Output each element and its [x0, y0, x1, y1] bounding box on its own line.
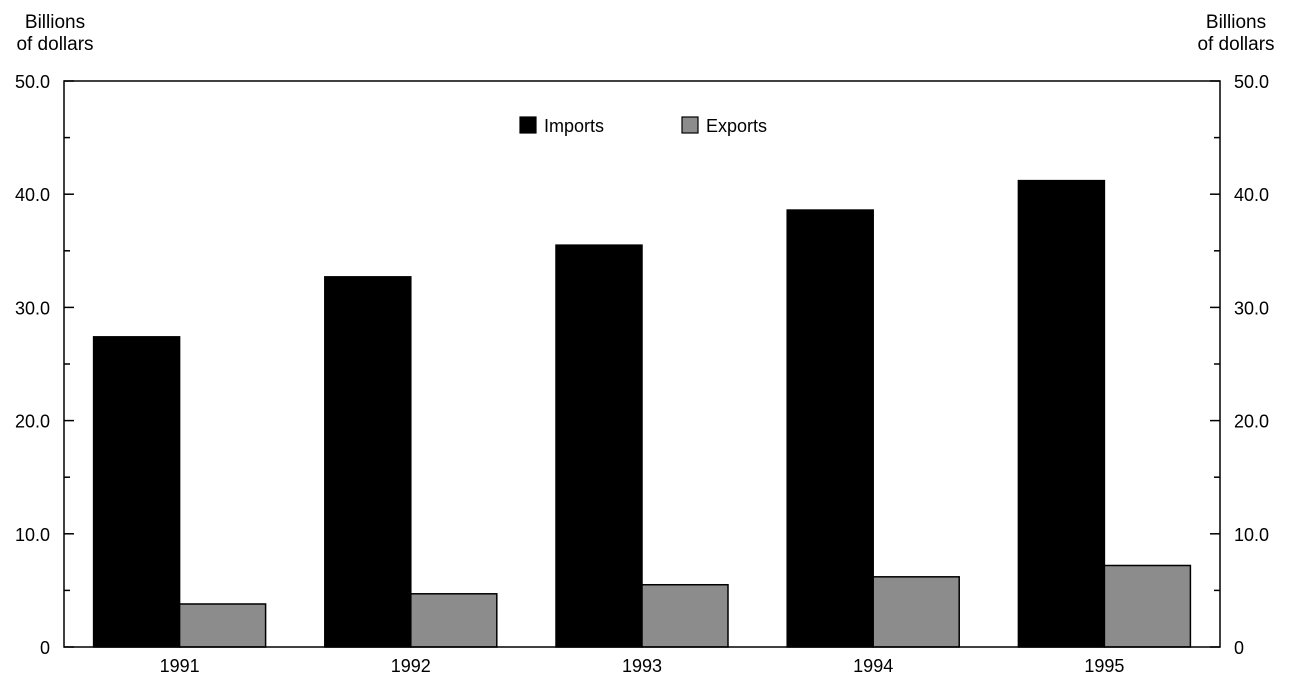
bars-group: 1991 1992 1993 1994 1995: [92, 179, 1192, 676]
bar-exports-1992: [410, 593, 498, 648]
x-tick-label-1992: 1992: [391, 656, 431, 676]
y-axis-label-left: Billions of dollars: [0, 12, 110, 56]
y-tick-label-left-20: 20.0: [15, 412, 50, 432]
y-tick-label-right-0: 0: [1234, 638, 1244, 658]
x-tick-label-1993: 1993: [622, 656, 662, 676]
bar-imports-1991: [92, 336, 181, 648]
legend: Imports Exports: [519, 116, 767, 136]
y-tick-label-right-20: 20.0: [1234, 412, 1269, 432]
x-tick-label-1994: 1994: [853, 656, 893, 676]
y-tick-label-right-40: 40.0: [1234, 185, 1269, 205]
bar-exports-1993: [641, 583, 729, 648]
legend-label-imports: Imports: [544, 116, 604, 136]
axis-ticks: 0 0 10.0 10.0 20.0 20.0 30.0 30.0 40.0 40.0 50.0 50…: [15, 72, 1269, 658]
bar-imports-1994: [786, 209, 874, 648]
y-tick-label-right-10: 10.0: [1234, 525, 1269, 545]
bar-exports-1991: [178, 603, 267, 648]
y-tick-label-left-50: 50.0: [15, 72, 50, 92]
legend-swatch-imports: [519, 116, 537, 134]
legend-label-exports: Exports: [706, 116, 767, 136]
y-tick-label-right-50: 50.0: [1234, 72, 1269, 92]
bar-exports-1995: [1103, 564, 1192, 648]
y-tick-label-left-0: 0: [40, 638, 50, 658]
bar-imports-1992: [324, 276, 412, 648]
bar-exports-1994: [872, 576, 960, 648]
y-axis-label-right: Billions of dollars: [1181, 12, 1291, 56]
x-tick-label-1995: 1995: [1084, 656, 1124, 676]
legend-swatch-exports: [681, 116, 699, 134]
y-tick-label-right-30: 30.0: [1234, 298, 1269, 318]
y-tick-label-left-10: 10.0: [15, 525, 50, 545]
y-tick-label-left-40: 40.0: [15, 185, 50, 205]
y-axis-label-left-line1: Billions: [24, 12, 86, 33]
y-tick-label-left-30: 30.0: [15, 298, 50, 318]
y-axis-label-right-line2: of dollars: [1197, 34, 1275, 55]
x-tick-label-1991: 1991: [160, 656, 200, 676]
bar-imports-1993: [555, 244, 643, 648]
bar-imports-1995: [1017, 179, 1106, 648]
y-axis-label-left-line2: of dollars: [16, 34, 94, 55]
y-axis-label-right-line1: Billions: [1205, 12, 1267, 33]
